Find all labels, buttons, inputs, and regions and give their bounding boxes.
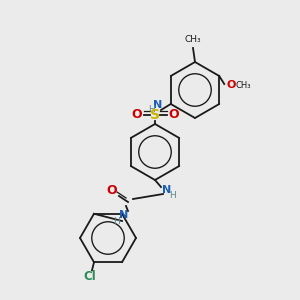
- Text: O: O: [132, 109, 142, 122]
- Text: N: N: [119, 210, 129, 220]
- Text: N: N: [162, 185, 172, 195]
- Text: O: O: [226, 80, 236, 90]
- Text: N: N: [153, 100, 163, 110]
- Text: S: S: [150, 108, 160, 122]
- Text: H: H: [169, 191, 176, 200]
- Text: CH₃: CH₃: [235, 80, 251, 89]
- Text: H: H: [114, 217, 120, 226]
- Text: H: H: [148, 105, 155, 114]
- Text: Cl: Cl: [84, 270, 96, 283]
- Text: O: O: [107, 184, 117, 197]
- Text: O: O: [169, 109, 179, 122]
- Text: CH₃: CH₃: [185, 35, 201, 44]
